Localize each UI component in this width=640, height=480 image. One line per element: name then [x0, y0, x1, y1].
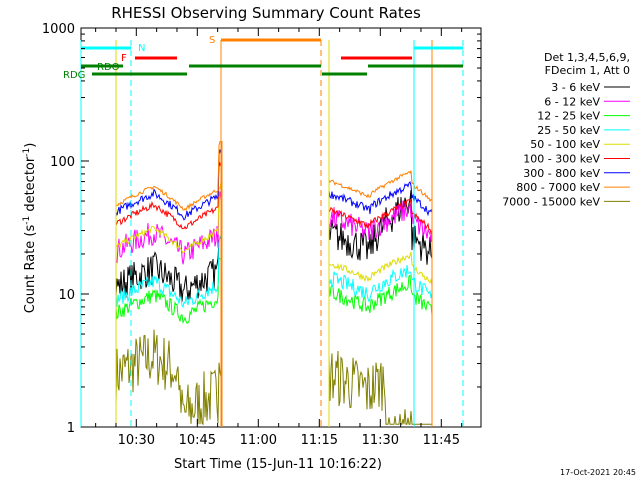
- band-trace: [115, 329, 223, 427]
- x-tick-label: 10:30: [118, 433, 155, 448]
- band-trace: [115, 158, 223, 427]
- flag-label: RDG: [63, 70, 85, 81]
- x-tick-label: 11:45: [423, 433, 460, 448]
- band-trace: [328, 180, 433, 427]
- legend-entry-label: 12 - 25 keV: [537, 110, 600, 123]
- legend-entry-label: 6 - 12 keV: [544, 95, 600, 108]
- flag-label: F: [121, 53, 127, 64]
- band-trace: [115, 232, 223, 427]
- y-label-sup-1: -1: [22, 216, 32, 225]
- y-tick-label: 100: [50, 155, 75, 170]
- band-trace: [328, 199, 433, 427]
- plot-frame: [80, 27, 482, 428]
- flag-label: S: [209, 35, 215, 46]
- flag-label: RDO: [97, 62, 120, 73]
- y-label-main: Count Rate (s: [23, 225, 38, 314]
- legend-entry-label: 3 - 6 keV: [551, 81, 600, 94]
- data-traces: [115, 140, 433, 427]
- x-tick-label: 11:15: [301, 433, 338, 448]
- band-trace: [328, 265, 433, 427]
- y-label-end: ): [23, 143, 38, 148]
- legend-entry-label: 50 - 100 keV: [530, 138, 600, 151]
- band-trace: [328, 200, 433, 427]
- band-trace: [115, 140, 223, 427]
- x-tick-label: 11:30: [362, 433, 399, 448]
- y-label-mid: detector: [23, 156, 38, 216]
- y-ticks: 1 10 100 1000: [42, 22, 481, 436]
- legend: Det 1,3,4,5,6,9,FDecim 1, Att 0 3 - 6 keV…: [502, 51, 630, 208]
- y-tick-label: 1: [67, 421, 75, 436]
- legend-entry-label: 100 - 300 keV: [523, 153, 600, 166]
- y-tick-label: 10: [58, 288, 75, 303]
- x-axis-label: Start Time (15-Jun-11 10:16:22): [174, 457, 382, 472]
- footer-date: 17-Oct-2021 20:45: [560, 468, 636, 477]
- band-trace: [328, 274, 433, 427]
- y-label-sup-2: -1: [22, 148, 32, 157]
- y-axis-label: Count Rate (s-1 detector-1): [22, 143, 38, 314]
- legend-entry-label: 300 - 800 keV: [523, 167, 600, 180]
- band-trace: [115, 183, 223, 427]
- band-trace: [115, 245, 223, 427]
- band-trace: [328, 170, 433, 427]
- y-tick-label: 1000: [42, 22, 75, 37]
- x-tick-label: 10:45: [179, 433, 216, 448]
- legend-header: Det 1,3,4,5,6,9,: [544, 51, 630, 64]
- chart-title: RHESSI Observing Summary Count Rates: [111, 4, 421, 22]
- legend-entry-label: 7000 - 15000 keV: [502, 195, 600, 208]
- legend-entry-label: 25 - 50 keV: [537, 124, 600, 137]
- band-trace: [328, 350, 433, 427]
- legend-header: FDecim 1, Att 0: [545, 64, 630, 77]
- x-ticks: 10:30 10:45 11:00 11:15 11:30 11:45: [95, 28, 463, 448]
- x-tick-label: 11:00: [240, 433, 277, 448]
- band-trace: [115, 181, 223, 427]
- band-trace: [328, 190, 433, 427]
- band-trace: [328, 251, 433, 427]
- event-markers: [80, 40, 464, 427]
- legend-entry-label: 800 - 7000 keV: [516, 181, 600, 194]
- flag-label: N: [138, 43, 145, 54]
- band-trace: [115, 148, 223, 427]
